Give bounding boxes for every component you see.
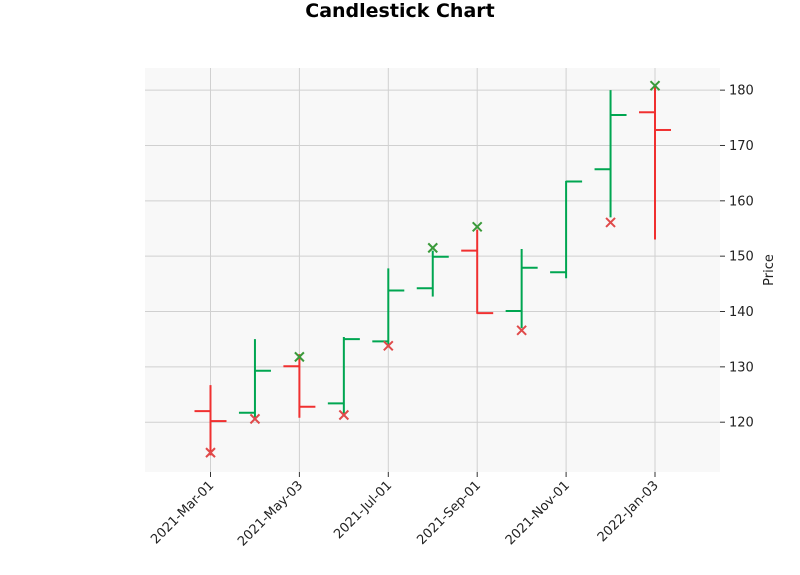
y-tick-label: 140: [729, 305, 754, 320]
x-tick-label: 2021-May-03: [235, 478, 306, 549]
x-marker-stroke: [338, 409, 350, 421]
x-marker: [649, 80, 661, 91]
x-tick-label: 2021-Mar-01: [148, 478, 217, 547]
ohlc-bar: [505, 248, 538, 329]
x-marker: [249, 413, 261, 425]
y-tick-label: 150: [729, 250, 754, 265]
x-marker-stroke: [649, 80, 661, 91]
x-axis: 2021-Mar-01 2021-May-03 2021-Jul-01 2021-Se…: [148, 472, 662, 549]
y-tick-label: 130: [729, 360, 754, 375]
ohlc-bars: [194, 84, 671, 456]
x-marker-stroke: [516, 325, 527, 336]
ohlc-bar: [639, 84, 671, 240]
x-marker: [471, 221, 483, 233]
ohlc-bar: [194, 385, 227, 456]
x-marker: [294, 351, 305, 363]
ohlc-bar: [594, 90, 627, 218]
y-axis-label: Price: [762, 254, 777, 286]
y-tick-label: 170: [729, 139, 754, 154]
x-tick-label: 2021-Sep-01: [414, 478, 484, 548]
ohlc-bar: [283, 354, 316, 418]
x-marker-stroke: [605, 217, 616, 228]
x-marker: [427, 242, 438, 254]
x-marker: [605, 217, 616, 228]
x-marker-stroke: [249, 413, 261, 425]
x-tick-label: 2021-Nov-01: [503, 478, 573, 548]
x-marker: [205, 447, 216, 458]
x-marker-stroke: [383, 340, 394, 352]
signal-markers: [205, 80, 661, 458]
x-marker-stroke: [294, 351, 305, 363]
x-marker-stroke: [427, 242, 438, 254]
y-tick-label: 180: [729, 84, 754, 99]
ohlc-bar: [327, 336, 360, 414]
chart-title: Candlestick Chart: [305, 0, 494, 22]
x-marker-stroke: [471, 221, 483, 233]
x-marker: [516, 325, 527, 336]
y-axis: 120 130 140 150 160 170 180: [720, 84, 754, 431]
x-marker: [338, 409, 350, 421]
y-tick-label: 160: [729, 194, 754, 209]
ohlc-bar: [372, 268, 405, 348]
ohlc-bar: [238, 339, 271, 420]
x-marker-stroke: [205, 447, 216, 458]
ohlc-bar: [550, 180, 583, 279]
ohlc-bar: [461, 229, 494, 315]
x-tick-label: 2022-Jan-03: [595, 478, 662, 545]
y-tick-label: 120: [729, 416, 754, 431]
x-tick-label: 2021-Jul-01: [331, 478, 395, 542]
ohlc-bar: [416, 250, 449, 297]
x-marker: [383, 340, 394, 352]
